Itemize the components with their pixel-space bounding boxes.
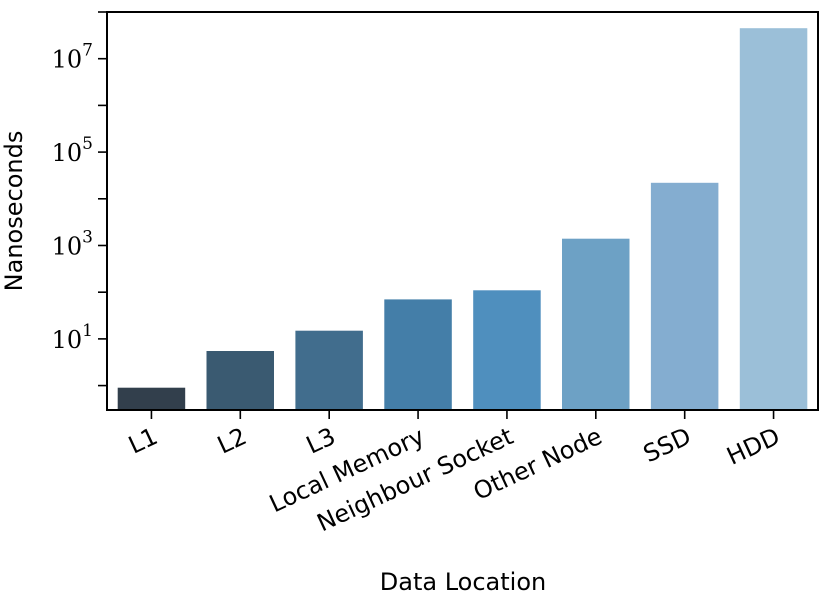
bar-local-memory <box>384 299 452 410</box>
plot-frame <box>106 11 819 411</box>
x-tick-label: L1 <box>124 422 162 459</box>
x-tick-label: SSD <box>639 422 695 468</box>
x-axis-title: Data Location <box>380 568 546 596</box>
bar-ssd <box>650 182 719 410</box>
x-tick-label: HDD <box>722 422 784 471</box>
bar-l3 <box>295 330 363 410</box>
bar-neighbour-socket <box>473 290 541 410</box>
x-tick-label: L3 <box>302 422 340 459</box>
y-ticks-group: 101 103 105 107 <box>52 11 107 387</box>
y-tick-label: 101 <box>52 321 93 354</box>
y-tick-label: 103 <box>52 227 93 260</box>
bars-group <box>117 28 808 410</box>
y-axis-title: Nanoseconds <box>0 131 28 292</box>
bar-hdd <box>739 28 808 410</box>
bar-other-node <box>562 238 630 410</box>
bar-l1 <box>117 387 186 410</box>
y-tick-label: 107 <box>52 41 93 74</box>
y-tick-label: 105 <box>52 134 93 167</box>
bar-l2 <box>206 351 274 410</box>
x-tick-label: L2 <box>213 422 251 459</box>
